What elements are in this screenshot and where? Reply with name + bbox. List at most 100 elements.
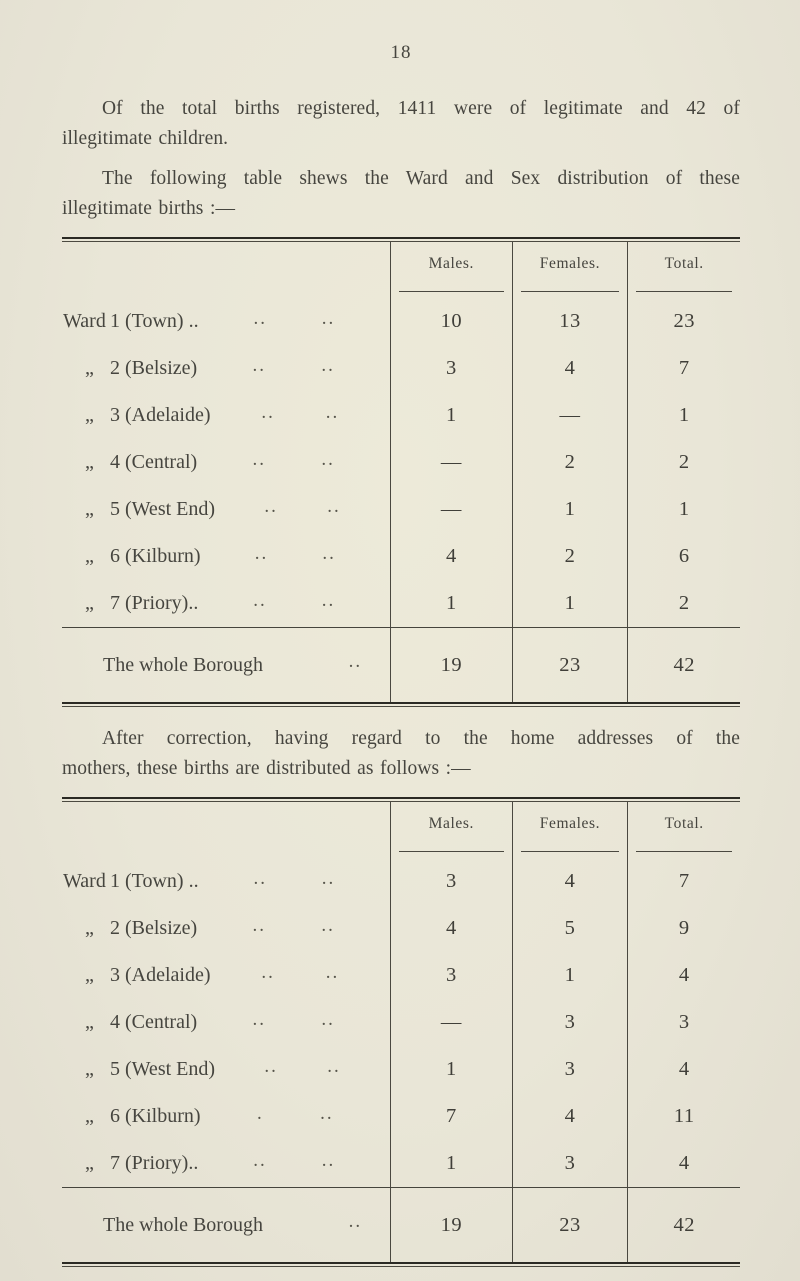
total-row-value: 23 [511, 627, 628, 702]
ward-name: 6 (Kilburn) [110, 1105, 201, 1127]
leader-dots: .... [198, 1150, 390, 1172]
ward-row-value: 7 [627, 345, 740, 392]
leader-dot-group: .. [253, 867, 267, 889]
ward-row-value: 4 [511, 1093, 628, 1140]
leader-dots: .... [211, 962, 391, 984]
leader-dot-group: .. [321, 589, 336, 611]
ward-row-value: — [511, 392, 628, 439]
leader-dot-group: .. [348, 1211, 363, 1232]
column-header-label: Males. [428, 255, 474, 272]
leader-dots: .. [263, 1211, 390, 1233]
column-header-underline [520, 291, 620, 292]
column-header-total: Total. [627, 242, 740, 298]
ward-row-prefix: Ward [63, 310, 106, 332]
leader-dots: .... [197, 449, 390, 471]
ward-row-value: 4 [627, 1046, 740, 1093]
column-header-underline [636, 291, 732, 292]
table2-lead-paragraph: After correction, having regard to the h… [62, 724, 740, 784]
ward-row-value: 6 [627, 533, 740, 580]
ward-row-prefix: „ [85, 357, 94, 379]
page-number: 18 [390, 42, 412, 63]
total-row-value: 42 [627, 627, 740, 702]
ward-row-value: 4 [627, 1140, 740, 1187]
ward-row-value: — [390, 439, 511, 486]
ward-name: 2 (Belsize) [110, 917, 198, 939]
ward-name: 5 (West End) [110, 1058, 216, 1080]
ward-row-value: — [390, 999, 511, 1046]
table-top-rule [62, 797, 740, 802]
ward-name: 1 (Town) .. [110, 310, 199, 332]
total-row-title: The whole Borough [103, 653, 263, 676]
ward-row-prefix: Ward [63, 870, 106, 892]
ward-row-label: „ 2 (Belsize).... [62, 345, 390, 392]
table-grid: Males. Females. Total. Ward 1 (Town) ...... 1… [62, 242, 740, 702]
ward-row-prefix: „ [85, 404, 94, 426]
paragraph-line: illegitimate births :— [62, 198, 236, 219]
leader-dots: .... [197, 915, 390, 937]
column-header-males: Males. [390, 242, 511, 298]
intro-paragraph: Of the total births registered, 1411 wer… [62, 94, 740, 154]
ward-name: 7 (Priory).. [110, 592, 199, 614]
ward-row-value: 4 [390, 533, 511, 580]
ward-row-label: „ 3 (Adelaide).... [62, 392, 390, 439]
leader-dot-group: .. [252, 354, 266, 376]
column-header-underline [636, 851, 732, 852]
total-row-label: The whole Borough.. [62, 1187, 391, 1262]
births-corrected-by-home-address-table: Males. Females. Total. Ward 1 (Town) ...... 3… [62, 797, 740, 1267]
column-header-underline [520, 851, 620, 852]
ward-row-prefix: „ [85, 498, 94, 520]
column-header-underline [399, 291, 504, 292]
ward-row-prefix: „ [85, 917, 94, 939]
ward-row-value: 11 [627, 1093, 740, 1140]
ward-row-value: 1 [627, 486, 740, 533]
ward-row-value: 13 [511, 298, 628, 345]
leader-dots: .... [199, 868, 391, 890]
ward-row-label: „ 2 (Belsize).... [62, 905, 390, 952]
leader-dot-group: .. [321, 1149, 336, 1171]
ward-row-value: 3 [390, 952, 511, 999]
ward-row-value: 2 [627, 580, 740, 627]
ward-row-value: 3 [511, 999, 628, 1046]
leader-dot-group: . [256, 1102, 264, 1124]
leader-dot-group: .. [321, 1008, 335, 1030]
ward-name: 4 (Central) [110, 451, 198, 473]
ward-row-value: 1 [511, 580, 628, 627]
ward-name: 4 (Central) [110, 1011, 198, 1033]
ward-row-value: 3 [511, 1046, 628, 1093]
total-row-value: 23 [511, 1187, 628, 1262]
leader-dot-group: .. [252, 1008, 266, 1030]
total-row-value: 19 [390, 1187, 512, 1262]
leader-dots: .... [199, 308, 391, 330]
leader-dots: .... [197, 355, 390, 377]
column-header-label: Females. [539, 815, 601, 832]
table-grid: Males. Females. Total. Ward 1 (Town) ...... 3… [62, 802, 740, 1262]
column-header-males: Males. [390, 802, 511, 858]
ward-row-prefix: „ [85, 451, 94, 473]
ward-name: 1 (Town) .. [110, 870, 199, 892]
ward-row-label: „ 3 (Adelaide).... [62, 952, 390, 999]
ward-row-value: 4 [511, 858, 628, 905]
column-header-underline [399, 851, 504, 852]
total-row-label: The whole Borough.. [62, 627, 391, 702]
ward-row-value: 1 [390, 392, 511, 439]
ward-row-label: Ward 1 (Town) ...... [62, 298, 390, 345]
leader-dot-group: .. [252, 448, 266, 470]
leader-dot-group: .. [320, 1102, 334, 1124]
births-registered-by-ward-table: Males. Females. Total. Ward 1 (Town) ...... 1… [62, 237, 740, 707]
leader-dot-group: .. [264, 495, 278, 517]
ward-row-label: Ward 1 (Town) ...... [62, 858, 390, 905]
ward-row-prefix: „ [85, 964, 94, 986]
ward-row-label: „ 7 (Priory)...... [62, 1140, 390, 1187]
ward-row-value: 4 [390, 905, 511, 952]
leader-dot-group: .. [321, 867, 336, 889]
ward-row-value: 2 [627, 439, 740, 486]
leader-dots: ... [201, 1103, 391, 1125]
ward-row-value: 1 [511, 486, 628, 533]
ward-row-label: „ 6 (Kilburn).... [62, 533, 390, 580]
total-row-title: The whole Borough [103, 1213, 263, 1236]
leader-dot-group: .. [327, 495, 341, 517]
ward-row-label: „ 4 (Central).... [62, 999, 390, 1046]
leader-dot-group: .. [253, 1149, 267, 1171]
ward-row-value: 9 [627, 905, 740, 952]
